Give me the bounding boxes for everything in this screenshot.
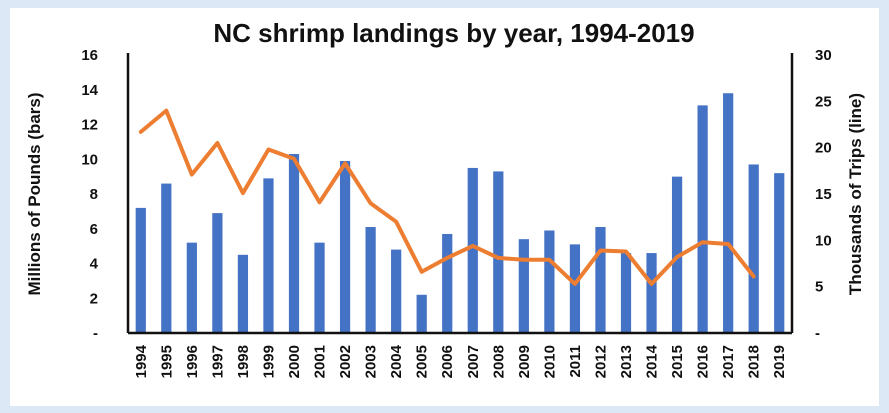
right-y-tick-label: 30 (815, 47, 832, 64)
x-tick-label: 2012 (592, 345, 609, 378)
x-tick-label: 2018 (746, 345, 763, 378)
bar-2010 (544, 230, 554, 333)
bar-2005 (417, 295, 427, 333)
right-y-tick-label: 5 (815, 279, 823, 296)
x-tick-label: 1995 (158, 345, 175, 378)
x-tick-label: 2007 (465, 345, 482, 378)
left-y-axis: - 2 4 6 8 10 12 14 16 (81, 47, 98, 342)
bar-2003 (366, 227, 376, 333)
x-tick-label: 1994 (133, 344, 150, 378)
right-y-axis: - 5 10 15 20 25 30 (815, 47, 832, 342)
left-y-tick-label: 2 (90, 290, 98, 307)
chart: NC shrimp landings by year, 1994-2019 - 2… (10, 8, 879, 406)
bar-2018 (749, 164, 759, 333)
left-y-tick-label: 4 (90, 256, 99, 273)
x-tick-label: 2000 (286, 345, 303, 378)
trips-line (141, 111, 754, 284)
bar-2000 (289, 154, 299, 333)
x-tick-label: 2014 (644, 344, 661, 378)
x-tick-label: 2019 (771, 345, 788, 378)
x-tick-label: 2015 (669, 345, 686, 378)
left-y-tick-label: 8 (90, 186, 98, 203)
left-y-tick-label: 14 (81, 82, 98, 99)
left-y-tick-label: 10 (81, 151, 98, 168)
bar-2009 (519, 239, 529, 333)
bar-2002 (340, 161, 350, 333)
left-y-tick-label: 12 (81, 117, 98, 134)
bar-1996 (187, 243, 197, 333)
chart-title: NC shrimp landings by year, 1994-2019 (213, 18, 694, 48)
bar-2013 (621, 253, 631, 333)
chart-panel: NC shrimp landings by year, 1994-2019 - 2… (10, 8, 879, 406)
bar-2016 (698, 105, 708, 333)
bar-2014 (646, 253, 656, 333)
bar-1997 (212, 213, 222, 333)
right-axis-title: Thousands of Trips (line) (846, 93, 865, 295)
bar-series (136, 93, 785, 333)
right-y-tick-label: 10 (815, 232, 832, 249)
x-tick-label: 2017 (720, 345, 737, 378)
x-tick-label: 2001 (312, 345, 329, 378)
right-y-tick-label: 25 (815, 93, 832, 110)
x-tick-label: 2008 (490, 345, 507, 378)
left-axis-title: Millions of Pounds (bars) (25, 92, 44, 295)
bar-2006 (442, 234, 452, 333)
x-tick-label: 2002 (337, 345, 354, 378)
x-axis: 1994 1995 1996 1997 1998 1999 2000 2001 2002 2003… (133, 344, 788, 378)
x-tick-label: 2013 (618, 345, 635, 378)
left-y-tick-label: 6 (90, 221, 98, 238)
bar-2008 (493, 171, 503, 333)
right-y-tick-label: 15 (815, 186, 832, 203)
x-tick-label: 2004 (388, 344, 405, 378)
x-tick-label: 1997 (209, 345, 226, 378)
x-tick-label: 2011 (567, 345, 584, 378)
x-tick-label: 2005 (414, 345, 431, 378)
bar-1998 (238, 255, 248, 333)
left-y-tick-label: 16 (81, 47, 98, 64)
right-y-tick-label: - (815, 325, 820, 342)
bar-2004 (391, 250, 401, 333)
bar-1994 (136, 208, 146, 333)
bar-1995 (161, 184, 171, 333)
bar-2017 (723, 93, 733, 333)
bar-2011 (570, 244, 580, 333)
bar-2001 (314, 243, 324, 333)
right-y-tick-label: 20 (815, 140, 832, 157)
line-series (141, 111, 754, 284)
bar-1999 (263, 178, 273, 333)
x-tick-label: 1999 (260, 345, 277, 378)
x-tick-label: 2006 (439, 345, 456, 378)
bar-2019 (774, 173, 784, 333)
x-tick-label: 1998 (235, 345, 252, 378)
left-y-tick-label: - (93, 325, 98, 342)
x-tick-label: 1996 (184, 345, 201, 378)
x-tick-label: 2009 (516, 345, 533, 378)
x-tick-label: 2016 (695, 345, 712, 378)
x-tick-label: 2003 (363, 345, 380, 378)
x-tick-label: 2010 (541, 345, 558, 378)
bar-2007 (468, 168, 478, 333)
bar-2012 (595, 227, 605, 333)
